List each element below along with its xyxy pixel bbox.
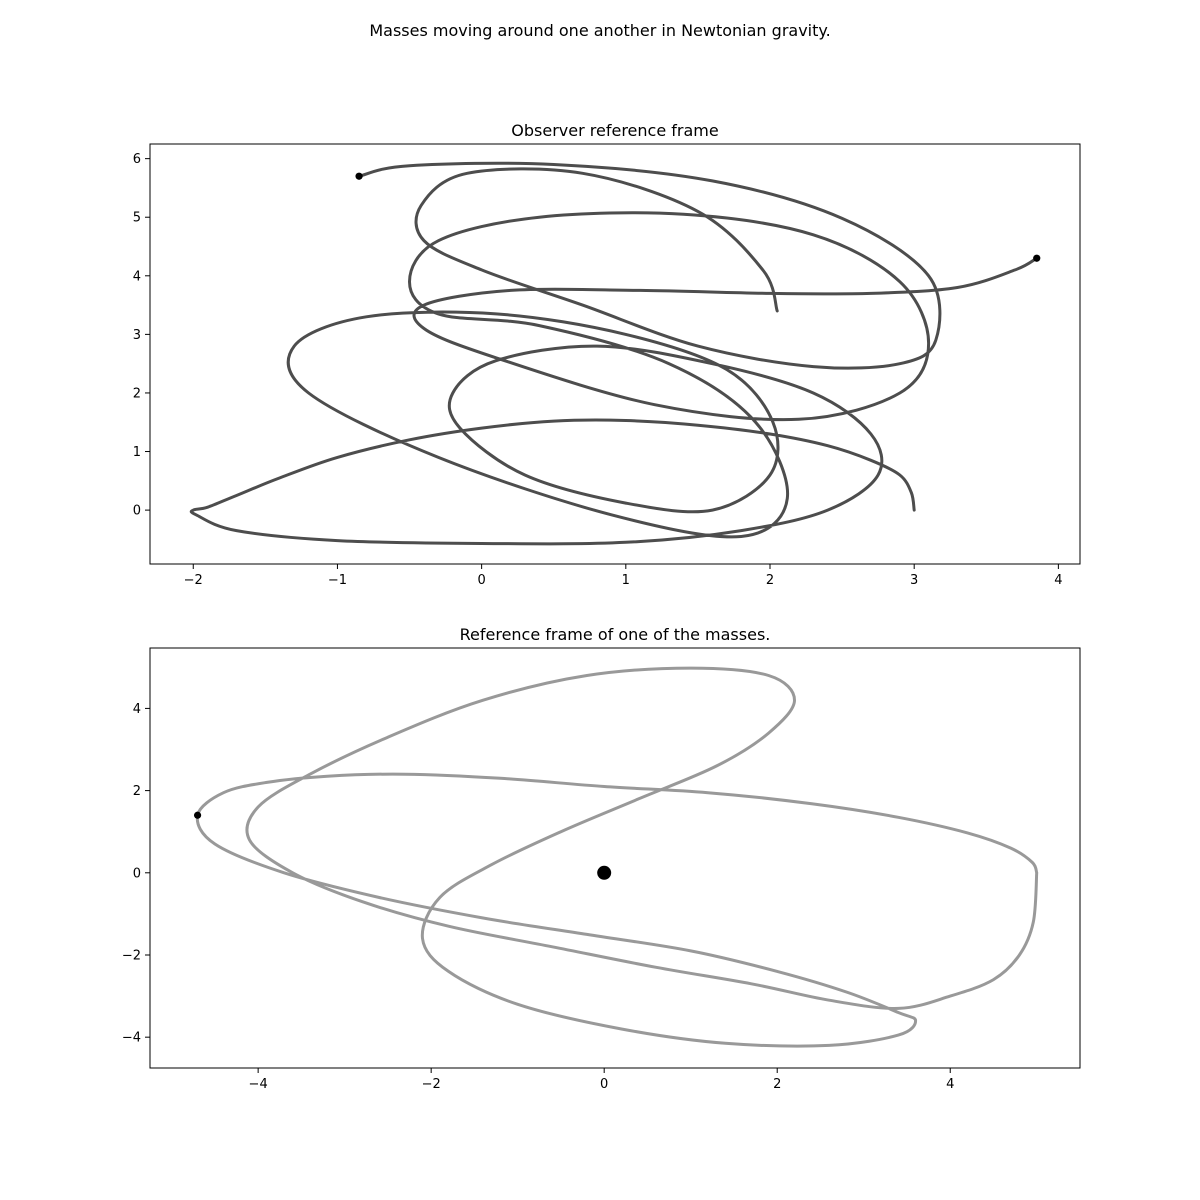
observer-y-tick-label: 5 — [133, 211, 141, 226]
mass-frame-x-tick-label: 0 — [600, 1077, 608, 1092]
observer-title: Observer reference frame — [511, 121, 718, 140]
observer-frame-chart: Observer reference frame −2 −1 0 1 2 3 4 0 1 2 3 4 5 6 — [133, 121, 1081, 588]
figure-title: Masses moving around one another in Newt… — [369, 21, 831, 40]
observer-mass-marker-1 — [1033, 254, 1041, 262]
mass-frame-trajectory-0 — [195, 666, 1039, 1048]
mass-frame-y-tick-label: 4 — [133, 702, 141, 717]
observer-y-tick-label: 4 — [133, 269, 141, 284]
mass-frame-y-tick-label: 2 — [133, 784, 141, 799]
observer-y-tick-label: 6 — [133, 152, 141, 167]
observer-trajectory-1 — [357, 161, 942, 370]
observer-mass-marker-0 — [355, 172, 363, 180]
observer-x-tick-label: 2 — [766, 573, 774, 588]
observer-x-tick-label: −2 — [184, 573, 203, 588]
mass-frame-x-tick-label: 4 — [946, 1077, 954, 1092]
observer-axes-frame — [149, 143, 1081, 565]
observer-x-tick-label: −1 — [328, 573, 347, 588]
observer-y-tick-label: 3 — [133, 328, 141, 343]
mass-frame-x-tick-label: −2 — [422, 1077, 441, 1092]
mass-frame-chart: Reference frame of one of the masses. −4 −… — [122, 625, 1081, 1092]
observer-x-tick-label: 3 — [910, 573, 918, 588]
mass-frame-x-tick-label: −4 — [249, 1077, 268, 1092]
mass-frame-y-tick-label: 0 — [133, 866, 141, 881]
observer-x-tick-label: 1 — [622, 573, 630, 588]
mass-frame-axes-frame — [149, 647, 1081, 1069]
mass-frame-mass-marker-0 — [193, 811, 202, 819]
mass-frame-y-tick-label: −2 — [122, 948, 141, 963]
mass-frame-mass-marker-1 — [597, 865, 612, 880]
observer-y-tick-label: 0 — [133, 504, 141, 519]
mass-frame-title: Reference frame of one of the masses. — [460, 625, 771, 644]
observer-y-tick-label: 2 — [133, 386, 141, 401]
observer-trajectory-0 — [189, 211, 1039, 546]
observer-y-tick-label: 1 — [133, 445, 141, 460]
observer-x-tick-label: 4 — [1054, 573, 1062, 588]
mass-frame-y-tick-label: −4 — [122, 1031, 141, 1046]
mass-frame-x-tick-label: 2 — [773, 1077, 781, 1092]
observer-x-tick-label: 0 — [477, 573, 485, 588]
